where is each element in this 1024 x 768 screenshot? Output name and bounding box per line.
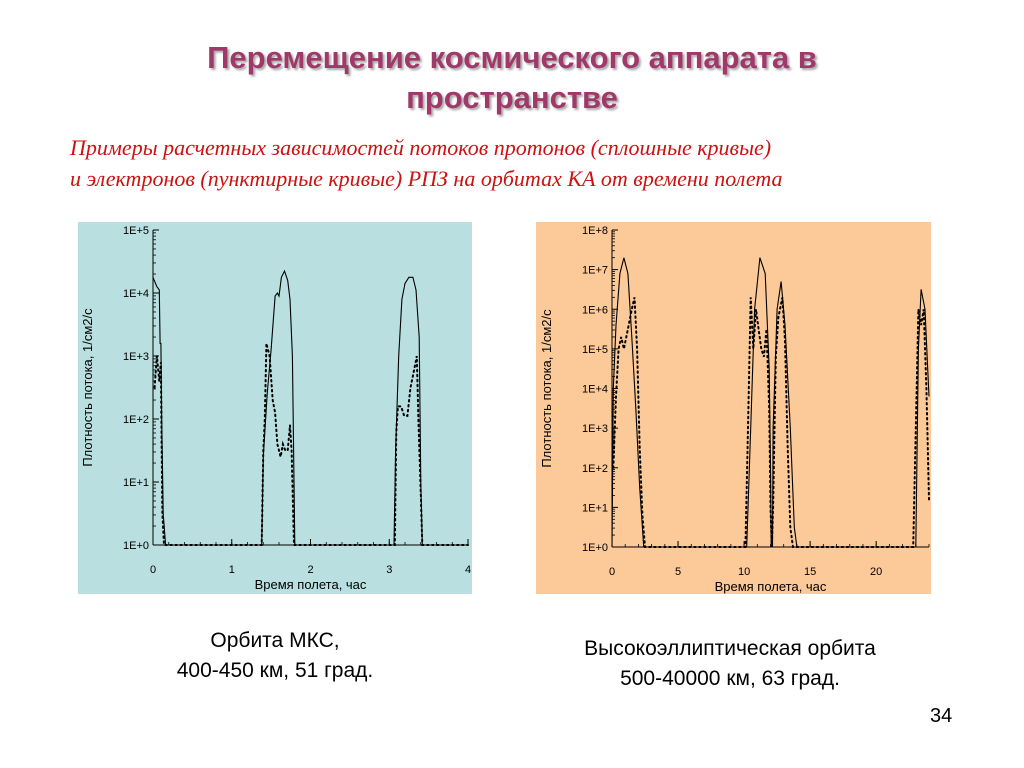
x-tick-label: 1 [229, 564, 235, 576]
x-axis-label: Время полета, час [715, 579, 827, 594]
y-tick-label: 1E+1 [582, 502, 608, 514]
x-tick-label: 4 [465, 564, 471, 576]
chart-background [78, 222, 472, 594]
x-tick-label: 10 [738, 566, 750, 578]
caption-elliptical-orbit: Высокоэллиптическая орбита 500-40000 км,… [515, 634, 945, 694]
chart-elliptical-orbit: 1E+0 1E+1 1E+2 1E+3 1E+4 1E+5 1E+6 1E+7 1E+8 0 5 10… [536, 222, 931, 594]
slide-subtitle-line2: и электронов (пунктирные кривые) РПЗ на … [70, 166, 783, 191]
electron-flux-line [153, 343, 469, 546]
x-tick-label: 3 [386, 564, 392, 576]
y-tick-label: 1E+2 [123, 414, 149, 426]
y-tick-label: 1E+3 [582, 423, 608, 435]
y-tick-label: 1E+7 [582, 265, 608, 277]
caption-iss-line2: 400-450 км, 51 град. [176, 659, 374, 682]
slide-subtitle: Примеры расчетных зависимостей потоков п… [70, 132, 1020, 194]
y-tick-label: 1E+4 [123, 288, 149, 300]
caption-elliptical-line2: 500-40000 км, 63 град. [620, 667, 840, 690]
x-tick-label: 20 [870, 566, 882, 578]
chart-background [536, 222, 931, 594]
slide-title: Перемещение космического аппарата в прос… [0, 38, 1024, 118]
x-tick-label: 0 [609, 566, 615, 578]
electron-flux-line [612, 297, 930, 548]
y-axis-label: Плотность потока, 1/см2/с [539, 309, 554, 468]
caption-elliptical-line1: Высокоэллиптическая орбита [584, 637, 876, 660]
y-tick-label: 1E+0 [582, 542, 608, 554]
y-tick-label: 1E+5 [582, 344, 608, 356]
y-tick-label: 1E+1 [123, 477, 149, 489]
y-tick-label: 1E+4 [582, 384, 608, 396]
y-tick-label: 1E+5 [123, 225, 149, 237]
y-tick-label: 1E+8 [582, 225, 608, 237]
slide-title-line1: Перемещение космического аппарата в [207, 40, 817, 75]
x-tick-label: 5 [675, 566, 681, 578]
slide-subtitle-line1: Примеры расчетных зависимостей потоков п… [70, 135, 772, 160]
y-tick-label: 1E+0 [123, 540, 149, 552]
y-tick-label: 1E+2 [582, 463, 608, 475]
x-tick-label: 15 [804, 566, 816, 578]
chart-iss-orbit: 1E+0 1E+1 1E+2 1E+3 1E+4 1E+5 0 1 2 3 4 Время полет… [78, 222, 472, 594]
page-number: 34 [930, 705, 953, 727]
y-tick-label: 1E+3 [123, 351, 149, 363]
caption-iss-line1: Орбита МКС, [210, 629, 340, 652]
y-tick-label: 1E+6 [582, 304, 608, 316]
slide-title-line2: пространстве [406, 80, 618, 115]
x-tick-label: 0 [150, 564, 156, 576]
caption-iss-orbit: Орбита МКС, 400-450 км, 51 град. [90, 626, 460, 686]
x-axis-label: Время полета, час [255, 577, 367, 592]
y-axis-label: Плотность потока, 1/см2/с [80, 308, 95, 467]
x-tick-label: 2 [307, 564, 313, 576]
